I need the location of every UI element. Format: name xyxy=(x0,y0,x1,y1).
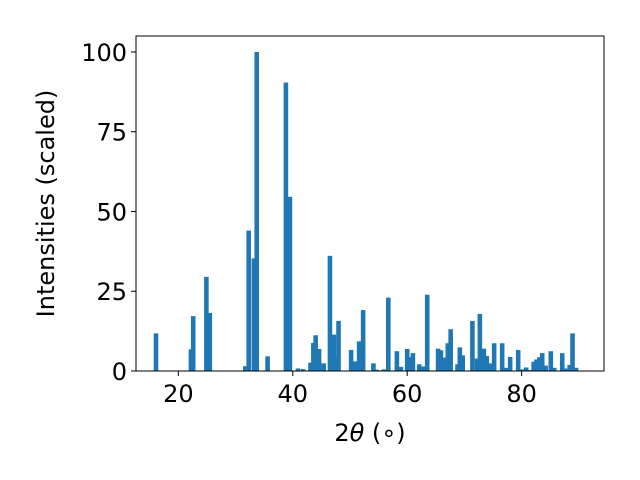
bar-45 xyxy=(457,347,463,371)
bar-27 xyxy=(371,363,376,371)
bar-47 xyxy=(470,320,475,371)
bar-40 xyxy=(438,350,444,371)
bar-53 xyxy=(491,343,497,371)
bar-64 xyxy=(539,353,545,371)
bar-19 xyxy=(327,255,333,371)
bar-8 xyxy=(254,51,260,371)
y-tick-label: 0 xyxy=(112,358,127,386)
bar-6 xyxy=(246,230,251,371)
bar-52 xyxy=(488,363,494,371)
plot-frame xyxy=(135,35,605,372)
bars-layer xyxy=(153,51,579,371)
bar-62 xyxy=(534,359,539,371)
bar-54 xyxy=(499,343,505,371)
bar-61 xyxy=(531,361,536,371)
bar-36 xyxy=(416,364,422,371)
bar-29 xyxy=(381,369,387,371)
bar-43 xyxy=(448,329,453,371)
bar-56 xyxy=(507,356,513,371)
bar-3 xyxy=(204,276,209,371)
bar-32 xyxy=(398,366,404,371)
bar-9 xyxy=(265,356,270,371)
bar-12 xyxy=(295,368,301,371)
y-tick-label: 75 xyxy=(96,119,127,147)
bar-33 xyxy=(404,348,410,371)
bar-25 xyxy=(356,341,362,371)
bar-46 xyxy=(460,355,465,371)
bar-38 xyxy=(424,294,430,371)
bar-26 xyxy=(360,310,366,371)
bar-28 xyxy=(374,369,380,371)
bar-66 xyxy=(548,351,554,371)
x-axis-label: 2θ (∘) xyxy=(334,419,405,447)
bar-42 xyxy=(445,343,451,371)
bar-50 xyxy=(481,348,487,371)
bar-39 xyxy=(435,348,441,371)
bar-68 xyxy=(559,353,565,371)
bar-13 xyxy=(300,369,306,371)
bar-48 xyxy=(474,358,480,371)
bar-30 xyxy=(386,297,391,371)
bar-51 xyxy=(484,356,490,371)
y-tick-label: 50 xyxy=(96,198,127,226)
bar-2 xyxy=(190,316,196,371)
bar-58 xyxy=(519,369,525,371)
bar-67 xyxy=(551,367,557,371)
bar-72 xyxy=(573,367,579,371)
x-tick-label: 60 xyxy=(392,380,423,408)
bar-0 xyxy=(153,333,159,371)
plot-area-background xyxy=(136,36,604,371)
bar-49 xyxy=(477,313,483,371)
bar-16 xyxy=(313,335,318,371)
bar-69 xyxy=(562,368,568,371)
bar-23 xyxy=(348,349,354,371)
bar-22 xyxy=(336,320,341,371)
bar-10 xyxy=(283,82,289,371)
bar-4 xyxy=(207,312,213,371)
bar-65 xyxy=(543,365,548,371)
x-tick-label: 20 xyxy=(163,380,194,408)
bar-11 xyxy=(287,196,293,371)
bar-5 xyxy=(242,366,248,371)
bar-44 xyxy=(455,364,460,371)
bar-20 xyxy=(331,334,337,371)
bar-37 xyxy=(420,366,426,371)
bar-14 xyxy=(308,362,313,371)
bar-18 xyxy=(321,363,326,371)
ticks-layer: 20 40 60 80 0 25 50 75 100 xyxy=(81,39,537,408)
y-tick-label: 100 xyxy=(81,39,127,67)
bar-41 xyxy=(441,357,447,371)
bar-35 xyxy=(410,353,416,371)
bar-24 xyxy=(352,361,358,371)
bar-57 xyxy=(515,349,521,371)
x-tick-label: 80 xyxy=(506,380,537,408)
y-tick-label: 25 xyxy=(96,278,127,306)
bar-63 xyxy=(537,357,542,371)
bar-17 xyxy=(316,348,322,371)
bar-71 xyxy=(570,333,575,371)
bar-31 xyxy=(394,351,400,371)
x-tick-label: 40 xyxy=(277,380,308,408)
y-axis-label: Intensities (scaled) xyxy=(32,90,60,318)
bar-55 xyxy=(504,367,510,371)
bar-7 xyxy=(251,258,257,371)
bar-59 xyxy=(523,367,529,371)
bar-70 xyxy=(567,364,572,371)
